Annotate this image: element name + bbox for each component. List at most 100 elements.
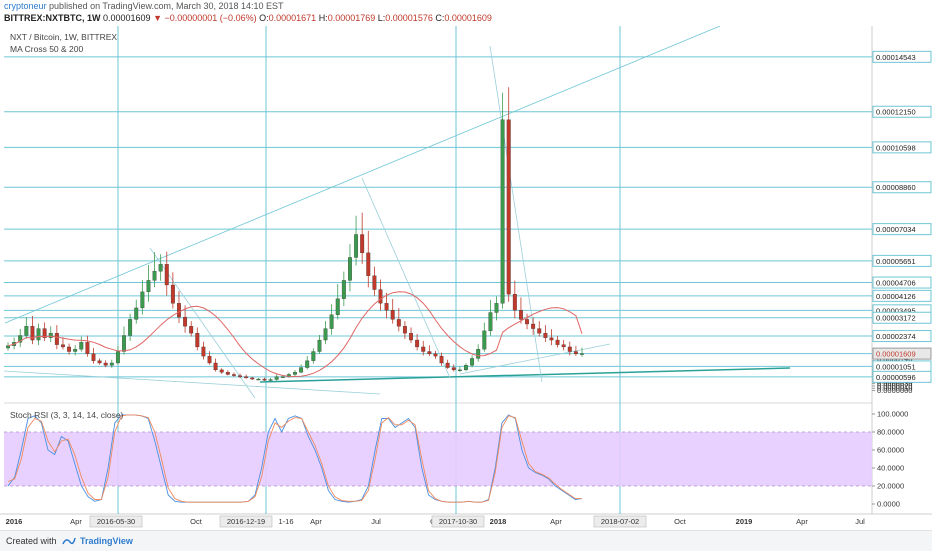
chart-header: cryptoneur published on TradingView.com,… — [4, 0, 884, 26]
candle-down — [445, 362, 450, 368]
level-label: 0.00008860 — [876, 183, 916, 192]
x-tick-label: Apr — [550, 517, 562, 526]
candle-down — [518, 310, 523, 320]
low-label: L: — [377, 13, 386, 23]
candle-up — [329, 314, 334, 329]
candle-down — [91, 353, 96, 361]
level-label-box — [872, 105, 932, 118]
candle-up — [140, 291, 145, 309]
trendline-rise — [459, 343, 611, 375]
level-label: 0.00001051 — [876, 362, 916, 371]
candle-down — [225, 372, 230, 375]
candle-down — [366, 252, 371, 276]
candle-down — [103, 362, 108, 366]
candle-down — [396, 319, 401, 327]
x-marker-box — [89, 515, 143, 528]
candle-up — [580, 353, 584, 355]
rsi-tick-label: 20.0000 — [877, 482, 904, 491]
candle-down — [30, 326, 35, 341]
candle-up — [457, 369, 462, 372]
candle-down — [97, 360, 102, 364]
candle-down — [360, 234, 365, 254]
author-link[interactable]: cryptoneur — [4, 1, 47, 11]
candle-down — [567, 346, 572, 352]
y-tick-label: 0.0000010 — [877, 384, 912, 393]
level-label-box — [872, 50, 932, 63]
x-marker-label: 2016-05-30 — [97, 517, 135, 526]
candle-down — [439, 355, 444, 364]
candle-down — [67, 346, 72, 352]
level-label: 0.00012150 — [876, 108, 916, 117]
candle-down — [421, 346, 426, 352]
open-value: 0.00001671 — [268, 13, 317, 23]
candle-up — [48, 333, 53, 338]
candle-up — [482, 330, 487, 350]
symbol-legend: NXT / Bitcoin, 1W, BITTREX — [10, 32, 118, 42]
x-tick-label: Jul — [371, 517, 381, 526]
x-tick-label: 1-16 — [278, 517, 293, 526]
candle-up — [488, 312, 493, 332]
candle-up — [354, 234, 359, 258]
candle-down — [537, 328, 542, 334]
candle-down — [183, 316, 188, 327]
candle-up — [256, 378, 261, 381]
candle-up — [293, 372, 297, 375]
price-chart-svg[interactable]: 0.00001500.00001400.00001300.00001100.00… — [0, 25, 932, 530]
candle-up — [299, 367, 304, 373]
candle-down — [433, 353, 438, 357]
candle-up — [470, 358, 475, 366]
candle-down — [512, 294, 517, 311]
y-tick-label: 0.0000020 — [877, 381, 912, 390]
level-label: 0.00004126 — [876, 292, 916, 301]
level-label-box — [872, 330, 932, 343]
candle-up — [280, 376, 285, 378]
candle-down — [390, 310, 395, 320]
level-label-box — [872, 276, 932, 289]
rsi-tick-label: 60.0000 — [877, 446, 904, 455]
candle-up — [323, 328, 328, 341]
candle-down — [201, 346, 206, 357]
candle-up — [73, 349, 78, 352]
candle-down — [207, 355, 212, 364]
rsi-series-d — [7, 414, 582, 503]
trendline-low — [3, 370, 381, 395]
candle-down — [164, 264, 169, 286]
candle-down — [427, 351, 432, 354]
candle-up — [109, 362, 114, 366]
candle-up — [476, 349, 481, 359]
candle-down — [531, 323, 536, 329]
x-marker-label: 2017-10-30 — [439, 517, 477, 526]
candle-down — [409, 333, 413, 341]
trendline-support — [259, 367, 791, 383]
candle-down — [384, 303, 389, 311]
candle-down — [573, 351, 578, 354]
symbol-label: BITTREX:NXTBTC, 1W — [4, 13, 101, 23]
candle-up — [146, 280, 151, 293]
candle-up — [79, 342, 84, 350]
candle-up — [36, 328, 41, 341]
candle-down — [61, 344, 65, 348]
x-marker-box — [593, 515, 647, 528]
candle-up — [305, 360, 310, 368]
x-tick-label: Apr — [796, 517, 808, 526]
rsi-tick-label: 80.0000 — [877, 428, 904, 437]
high-label: H: — [318, 13, 328, 23]
tradingview-brand[interactable]: TradingView — [80, 536, 133, 546]
candle-down — [238, 375, 242, 377]
rsi-tick-label: 0.0000 — [877, 500, 900, 509]
x-marker-box — [431, 515, 485, 528]
rsi-tick-label: 40.0000 — [877, 464, 904, 473]
candle-down — [54, 333, 59, 345]
candle-down — [219, 369, 224, 373]
chart-area[interactable]: 0.00001500.00001400.00001300.00001100.00… — [0, 25, 932, 530]
level-label-box — [872, 311, 932, 324]
candle-down — [213, 362, 218, 371]
level-label-box — [872, 181, 932, 194]
tradingview-logo-icon — [62, 537, 76, 545]
price-pane-bg — [4, 28, 872, 402]
candle-down — [170, 284, 175, 304]
candle-down — [372, 275, 377, 290]
candle-up — [335, 298, 340, 315]
candle-up — [152, 271, 157, 281]
level-label-box — [872, 223, 932, 236]
